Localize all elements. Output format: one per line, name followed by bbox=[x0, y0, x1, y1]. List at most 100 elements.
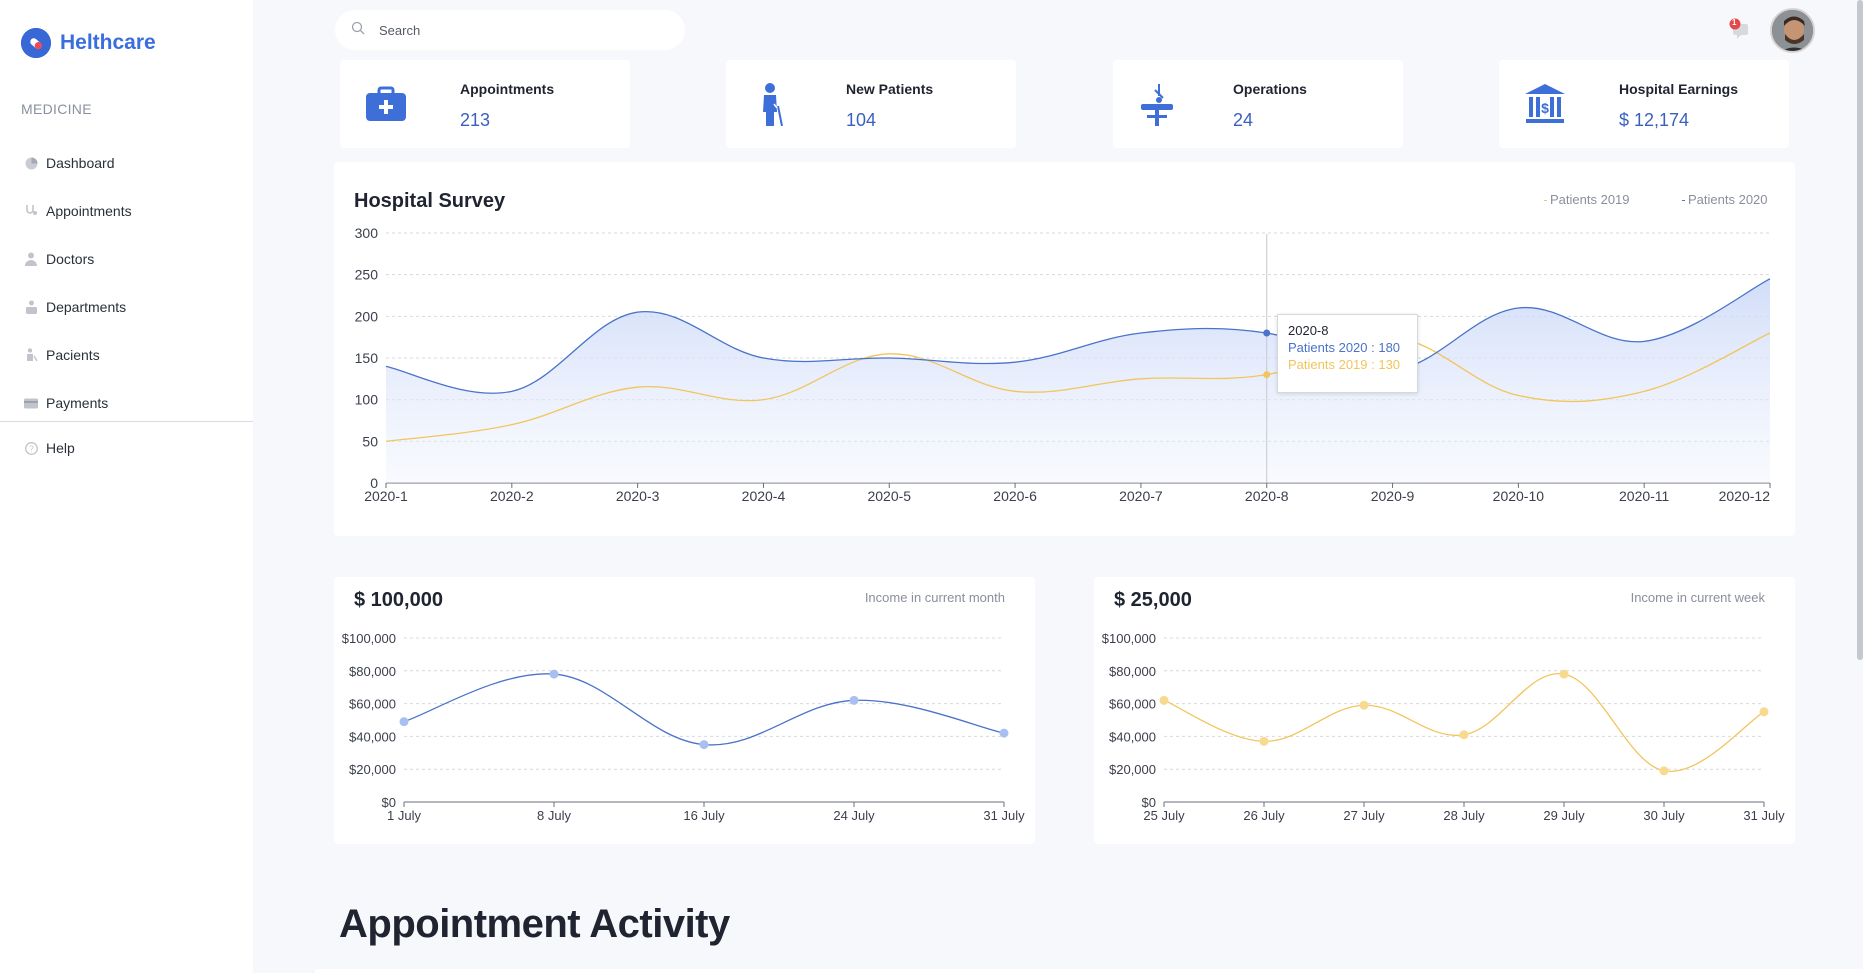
x-tick-label: 2020-11 bbox=[1619, 488, 1670, 504]
legend-label-2019: Patients 2019 bbox=[1550, 192, 1630, 207]
sidebar-divider bbox=[0, 421, 253, 422]
patient-with-cane-icon bbox=[750, 82, 794, 127]
sidebar-item-departments[interactable]: Departments bbox=[0, 283, 253, 331]
x-tick-label: 25 July bbox=[1143, 808, 1185, 823]
y-tick-label: $60,000 bbox=[349, 697, 396, 712]
stethoscope-icon bbox=[24, 204, 38, 218]
x-tick-label: 31 July bbox=[983, 808, 1025, 823]
pie-chart-icon bbox=[24, 156, 38, 170]
x-tick-label: 2020-2 bbox=[490, 488, 534, 504]
y-tick-label: $20,000 bbox=[349, 762, 396, 777]
y-tick-label: $0 bbox=[382, 795, 396, 810]
search-icon bbox=[351, 21, 365, 40]
income-week-value: $ 25,000 bbox=[1114, 589, 1192, 611]
series-line-patients-2019 bbox=[385, 332, 1771, 442]
sidebar-item-label: Pacients bbox=[46, 347, 100, 363]
x-tick-label: 2020-10 bbox=[1493, 488, 1545, 504]
y-tick-label: $100,000 bbox=[342, 631, 396, 646]
sidebar-item-appointments[interactable]: Appointments bbox=[0, 187, 253, 235]
question-icon: ? bbox=[24, 441, 38, 455]
sidebar-item-label: Help bbox=[46, 440, 75, 456]
y-tick-label: $80,000 bbox=[1109, 664, 1156, 679]
doctor-icon bbox=[24, 252, 38, 266]
card-icon bbox=[24, 396, 38, 410]
x-tick-label: 24 July bbox=[833, 808, 875, 823]
series-line bbox=[1163, 673, 1765, 772]
data-point bbox=[1159, 695, 1169, 705]
data-point bbox=[999, 728, 1009, 738]
y-tick-label: $40,000 bbox=[349, 729, 396, 744]
scrollbar[interactable] bbox=[1857, 0, 1863, 660]
sidebar-item-label: Departments bbox=[46, 299, 127, 315]
sidebar-item-payments[interactable]: Payments bbox=[0, 379, 253, 427]
svg-text:$: $ bbox=[1541, 100, 1549, 116]
building-icon bbox=[24, 300, 38, 314]
tooltip-patients-2019: Patients 2019 : 130 bbox=[1288, 357, 1401, 372]
y-tick-label: $20,000 bbox=[1109, 762, 1156, 777]
x-tick-label: 8 July bbox=[537, 808, 571, 823]
income-month-chart[interactable]: $100,000 $80,000 $60,000 $40,000 $20,000 $01 … bbox=[334, 577, 1035, 844]
sidebar-item-pacients[interactable]: Pacients bbox=[0, 331, 253, 379]
x-tick-label: 2020-4 bbox=[742, 488, 786, 504]
sidebar-item-label: Appointments bbox=[46, 203, 132, 219]
legend-patients-2019[interactable]: Patients 2019 bbox=[1544, 192, 1630, 207]
user-avatar-icon bbox=[1772, 10, 1813, 51]
activity-card-edge bbox=[315, 969, 1863, 973]
stat-card-appointments[interactable]: Appointments 213 bbox=[340, 60, 630, 148]
sidebar-item-help[interactable]: ? Help bbox=[0, 424, 253, 472]
y-tick-label: 0 bbox=[370, 475, 378, 491]
operating-table-icon bbox=[1137, 82, 1181, 126]
search-bar[interactable] bbox=[335, 10, 685, 50]
chat-bubble-icon bbox=[1729, 18, 1748, 39]
x-tick-label: 2020-3 bbox=[616, 488, 660, 504]
stat-card-hospital-earnings[interactable]: $ Hospital Earnings $ 12,174 bbox=[1499, 60, 1789, 148]
stat-card-operations[interactable]: Operations 24 bbox=[1113, 60, 1403, 148]
data-point bbox=[1659, 766, 1669, 776]
legend-label-2020: Patients 2020 bbox=[1688, 192, 1768, 207]
y-tick-label: 200 bbox=[355, 308, 379, 324]
stat-value: 104 bbox=[846, 110, 877, 130]
x-tick-label: 27 July bbox=[1343, 808, 1385, 823]
x-tick-label: 2020-12 bbox=[1719, 488, 1771, 504]
sidebar-nav: Dashboard Appointments Doctors Departmen… bbox=[0, 139, 253, 427]
appointment-activity-title: Appointment Activity bbox=[339, 902, 730, 946]
legend-patients-2020[interactable]: Patients 2020 bbox=[1682, 192, 1768, 207]
tooltip-title: 2020-8 bbox=[1288, 323, 1329, 338]
x-tick-label: 31 July bbox=[1743, 808, 1785, 823]
stat-card-new-patients[interactable]: New Patients 104 bbox=[726, 60, 1016, 148]
income-month-card: $ 100,000 Income in current month $100,0… bbox=[334, 577, 1035, 844]
y-tick-label: $60,000 bbox=[1109, 697, 1156, 712]
stat-label: Hospital Earnings bbox=[1619, 81, 1739, 97]
avatar[interactable] bbox=[1770, 8, 1815, 53]
stat-value: $ 12,174 bbox=[1619, 110, 1690, 130]
data-point bbox=[1459, 730, 1469, 740]
y-tick-label: 250 bbox=[355, 267, 379, 283]
data-point bbox=[1259, 736, 1269, 746]
x-tick-label: 26 July bbox=[1243, 808, 1285, 823]
y-tick-label: 300 bbox=[355, 225, 379, 241]
x-tick-label: 2020-7 bbox=[1119, 488, 1163, 504]
y-tick-label: $80,000 bbox=[349, 664, 396, 679]
series-area-patients-2020 bbox=[386, 278, 1770, 483]
sidebar-item-dashboard[interactable]: Dashboard bbox=[0, 139, 253, 187]
y-tick-label: 100 bbox=[355, 392, 379, 408]
x-tick-label: 16 July bbox=[683, 808, 725, 823]
legend-swatch-2019 bbox=[1544, 200, 1547, 202]
sidebar-item-doctors[interactable]: Doctors bbox=[0, 235, 253, 283]
data-point bbox=[399, 717, 409, 727]
income-month-label: Income in current month bbox=[864, 590, 1005, 605]
x-tick-label: 1 July bbox=[387, 808, 421, 823]
notification-button[interactable]: 1 bbox=[1729, 18, 1751, 40]
sidebar-item-label: Doctors bbox=[46, 251, 95, 267]
data-point bbox=[549, 669, 559, 679]
stat-label: New Patients bbox=[846, 81, 934, 97]
series-line-patients-2020 bbox=[385, 278, 1771, 394]
x-tick-label: 30 July bbox=[1643, 808, 1685, 823]
brand[interactable]: Helthcare bbox=[21, 28, 156, 58]
x-tick-label: 2020-8 bbox=[1245, 488, 1289, 504]
stat-value: 24 bbox=[1233, 110, 1254, 130]
income-week-chart[interactable]: $100,000 $80,000 $60,000 $40,000 $20,000 $025… bbox=[1094, 577, 1795, 844]
search-input[interactable] bbox=[379, 22, 659, 38]
y-tick-label: $0 bbox=[1142, 795, 1156, 810]
